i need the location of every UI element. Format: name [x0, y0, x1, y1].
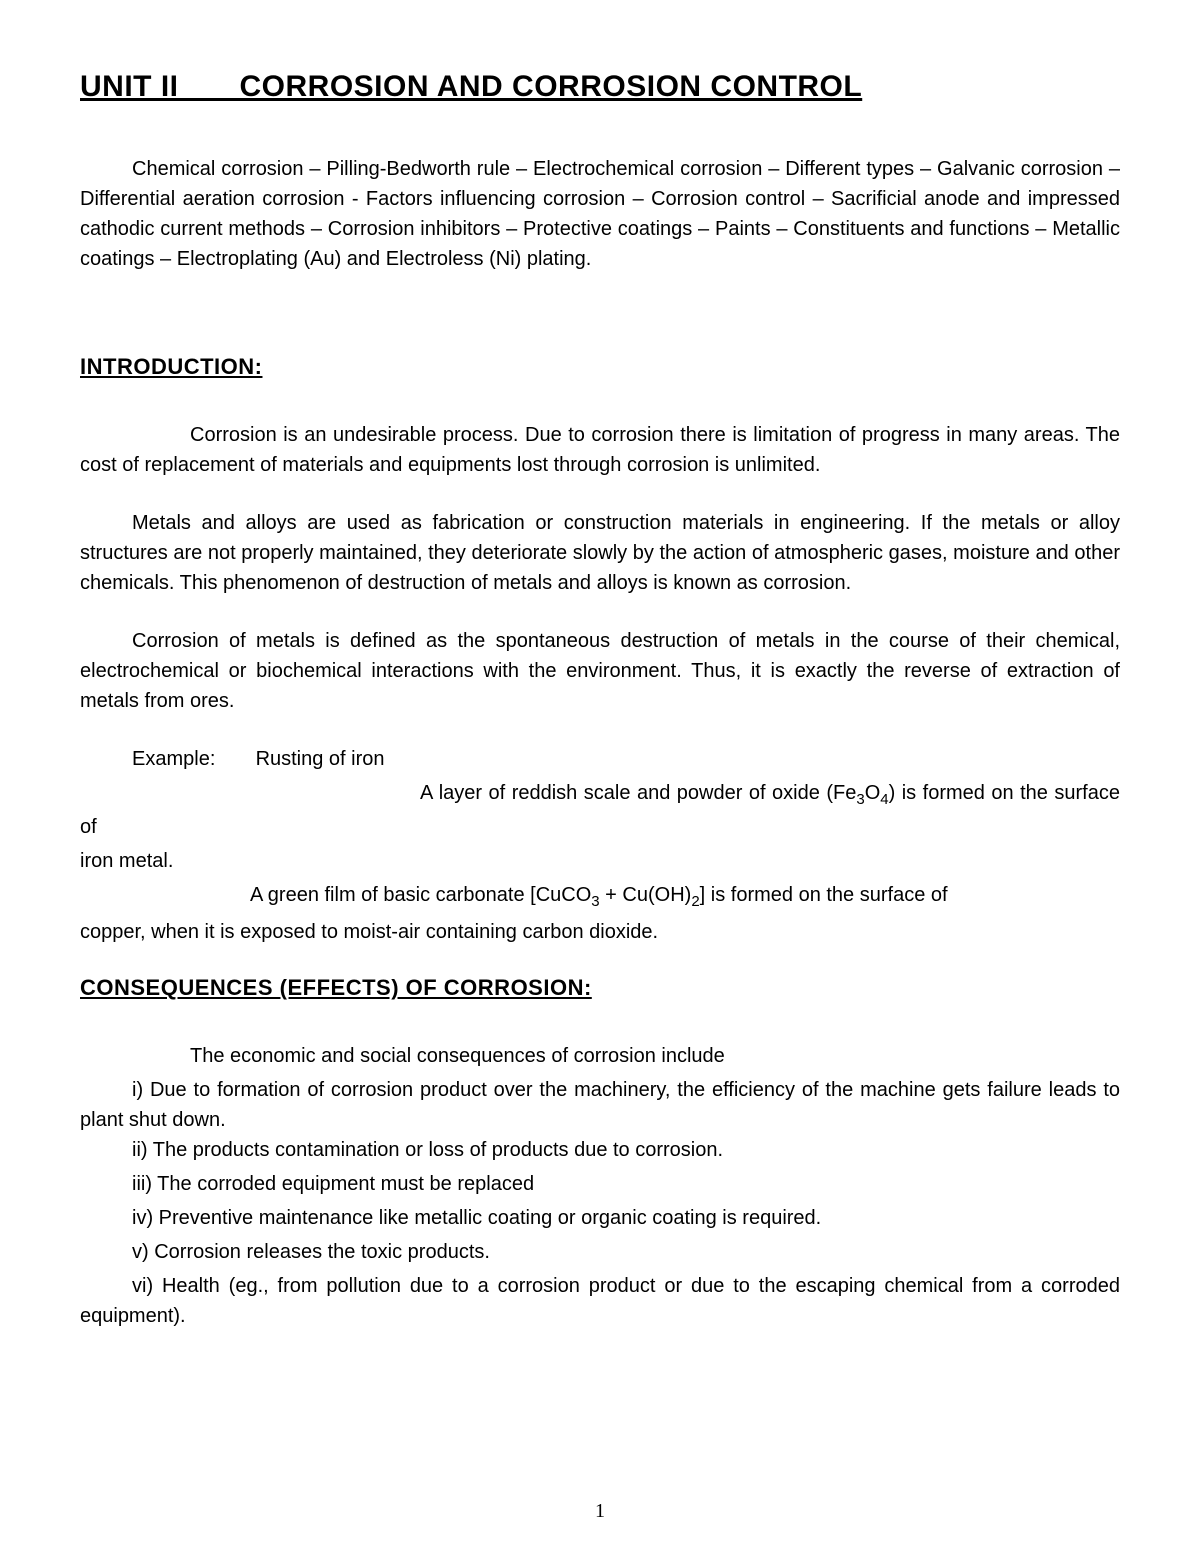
- example-title: Rusting of iron: [256, 748, 385, 770]
- example-copper-tail: copper, when it is exposed to moist-air …: [80, 917, 1120, 947]
- consequence-item-iii: iii) The corroded equipment must be repl…: [80, 1169, 1120, 1199]
- example-iron-text-a: A layer of reddish scale and powder of o…: [250, 782, 856, 804]
- syllabus-text: Chemical corrosion – Pilling-Bedworth ru…: [80, 154, 1120, 274]
- subscript-3: 3: [856, 791, 864, 808]
- example-copper-text-a: A green film of basic carbonate [CuCO: [250, 884, 591, 906]
- consequence-item-ii: ii) The products contamination or loss o…: [80, 1135, 1120, 1165]
- intro-paragraph-1: Corrosion is an undesirable process. Due…: [80, 420, 1120, 480]
- intro-paragraph-2: Metals and alloys are used as fabricatio…: [80, 508, 1120, 598]
- subscript-3b: 3: [591, 893, 599, 910]
- intro-paragraph-3: Corrosion of metals is defined as the sp…: [80, 626, 1120, 716]
- consequences-intro: The economic and social consequences of …: [80, 1041, 1120, 1071]
- page-number: 1: [595, 1500, 605, 1523]
- unit-title: UNIT II CORROSION AND CORROSION CONTROL: [80, 70, 1120, 104]
- example-iron-tail: iron metal.: [80, 846, 1120, 876]
- example-label: Example:: [132, 744, 250, 774]
- consequence-item-v: v) Corrosion releases the toxic products…: [80, 1237, 1120, 1267]
- consequences-list: The economic and social consequences of …: [80, 1041, 1120, 1331]
- consequence-item-iv: iv) Preventive maintenance like metallic…: [80, 1203, 1120, 1233]
- consequence-item-vi: vi) Health (eg., from pollution due to a…: [80, 1271, 1120, 1331]
- example-copper-text-b: + Cu(OH): [600, 884, 692, 906]
- chem-o: O: [865, 782, 881, 804]
- consequence-item-i: i) Due to formation of corrosion product…: [80, 1075, 1120, 1135]
- subscript-4: 4: [880, 791, 888, 808]
- example-copper-text-c: ] is formed on the surface of: [700, 884, 948, 906]
- subscript-2: 2: [691, 893, 699, 910]
- example-block: Example: Rusting of iron A layer of redd…: [80, 744, 1120, 947]
- consequences-heading: CONSEQUENCES (EFFECTS) OF CORROSION:: [80, 975, 1120, 1001]
- introduction-heading: INTRODUCTION:: [80, 354, 1120, 380]
